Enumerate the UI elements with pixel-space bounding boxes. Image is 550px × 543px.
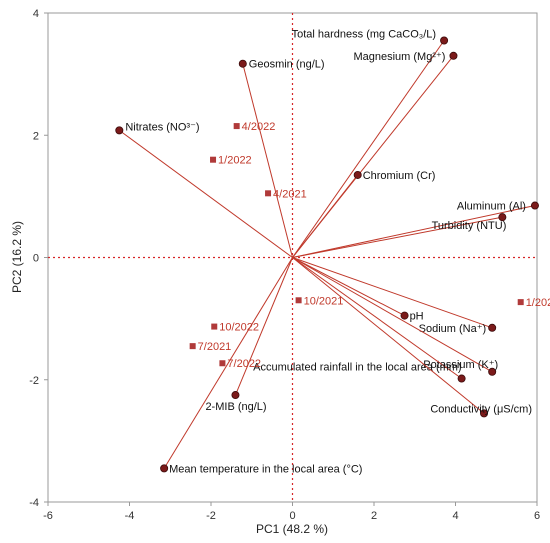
x-tick-label: -2 — [206, 510, 216, 522]
vector-mean-temperature-in-the-local-area-c — [163, 257, 293, 469]
vector-tip-2-mib-ng-l — [231, 391, 240, 400]
sample-label-1-2021: 1/2021 — [526, 297, 550, 309]
x-tick-label: 6 — [534, 510, 540, 522]
vector-accumulated-rainfall-in-the-local-area-mm — [292, 257, 462, 379]
vector-chromium-cr — [292, 174, 359, 258]
vector-label-sodium-na: Sodium (Na⁺) — [419, 323, 487, 335]
sample-label-4-2022: 4/2022 — [242, 121, 276, 133]
y-tick-label: 0 — [33, 253, 39, 265]
x-tick-label: 2 — [371, 510, 377, 522]
x-tick-label: 4 — [452, 510, 458, 522]
sample-label-1-2022: 1/2022 — [218, 155, 252, 167]
vector-aluminum-al — [292, 205, 536, 258]
y-tick-label: -4 — [29, 497, 39, 509]
sample-label-7-2022: 7/2022 — [227, 358, 261, 370]
x-tick-label: -6 — [43, 510, 53, 522]
vector-label-geosmin-ng-l: Geosmin (ng/L) — [249, 59, 325, 71]
sample-label-10-2022: 10/2022 — [219, 322, 259, 334]
vector-tip-turbidity-ntu — [498, 213, 507, 222]
sample-points: 4/2022 1/2022 4/2021 10/2021 1/2021 10/2022 7/… — [189, 121, 550, 370]
vector-ph — [292, 257, 405, 317]
vector-label-potassium-k: Potassium (K⁺) — [423, 359, 498, 371]
vector-label-turbidity-ntu: Turbidity (NTU) — [432, 220, 507, 232]
vector-tip-potassium-k — [488, 367, 497, 376]
vector-label-conductivity-s-cm: Conductivity (μS/cm) — [430, 403, 532, 415]
y-tick-label: 2 — [33, 130, 39, 142]
sample-marker-10-2022 — [211, 323, 218, 330]
vector-tip-ph — [400, 311, 409, 320]
x-tick-label: 0 — [289, 510, 295, 522]
x-axis-ticks: -6 -4 -2 0 2 4 6 — [43, 502, 540, 522]
vector-tip-geosmin-ng-l — [238, 59, 247, 68]
sample-label-4-2021: 4/2021 — [273, 188, 307, 200]
vector-tip-accumulated-rainfall-in-the-local-area-mm — [457, 374, 466, 383]
vector-tip-magnesium-mg — [449, 51, 458, 60]
vector-tip-nitrates-no — [115, 126, 124, 135]
vector-label-2-mib-ng-l: 2-MIB (ng/L) — [205, 401, 266, 413]
vector-tip-total-hardness-mg-caco-l — [440, 36, 449, 45]
sample-marker-7-2022 — [219, 360, 226, 367]
y-axis-ticks: 4 2 0 -2 -4 — [29, 8, 48, 509]
vector-2-mib-ng-l — [234, 257, 293, 396]
y-tick-label: -2 — [29, 375, 39, 387]
vector-tip-conductivity-s-cm — [480, 409, 489, 418]
vector-label-mean-temperature-in-the-local-area-c: Mean temperature in the local area (°C) — [169, 463, 362, 475]
vector-nitrates-no — [119, 129, 293, 258]
sample-marker-4-2022 — [233, 123, 240, 130]
vector-tip-sodium-na — [488, 323, 497, 332]
vector-tip-mean-temperature-in-the-local-area-c — [160, 464, 169, 473]
vector-tip-chromium-cr — [353, 170, 362, 179]
sample-marker-4-2021 — [265, 190, 272, 197]
y-tick-label: 4 — [33, 8, 39, 20]
sample-marker-10-2021 — [295, 297, 302, 304]
loading-vectors: Total hardness (mg CaCO₃/L) Magnesium (Mg… — [115, 29, 539, 475]
sample-label-7-2021: 7/2021 — [198, 341, 232, 353]
sample-marker-1-2022 — [210, 156, 217, 163]
sample-marker-1-2021 — [517, 299, 524, 306]
vector-conductivity-s-cm — [292, 257, 485, 414]
x-axis-title: PC1 (48.2 %) — [256, 522, 328, 536]
vector-label-magnesium-mg: Magnesium (Mg²⁺) — [353, 51, 445, 63]
vector-tip-aluminum-al — [530, 201, 539, 210]
sample-label-10-2021: 10/2021 — [304, 295, 344, 307]
vector-label-nitrates-no: Nitrates (NO³⁻) — [125, 121, 199, 133]
sample-marker-7-2021 — [189, 343, 196, 350]
y-axis-title: PC2 (16.2 %) — [10, 221, 24, 293]
vector-sodium-na — [292, 257, 493, 329]
x-tick-label: -4 — [125, 510, 135, 522]
vector-label-accumulated-rainfall-in-the-local-area-mm: Accumulated rainfall in the local area (… — [253, 362, 461, 374]
vector-label-aluminum-al: Aluminum (Al) — [457, 201, 526, 213]
vector-label-total-hardness-mg-caco-l: Total hardness (mg CaCO₃/L) — [292, 29, 436, 41]
zero-lines — [48, 13, 537, 502]
vector-turbidity-ntu — [292, 216, 503, 258]
vector-geosmin-ng-l — [242, 63, 293, 258]
vector-label-chromium-cr: Chromium (Cr) — [363, 170, 436, 182]
vector-potassium-k — [292, 257, 493, 373]
vector-total-hardness-mg-caco-l — [292, 40, 445, 258]
vector-label-ph: pH — [410, 311, 424, 323]
